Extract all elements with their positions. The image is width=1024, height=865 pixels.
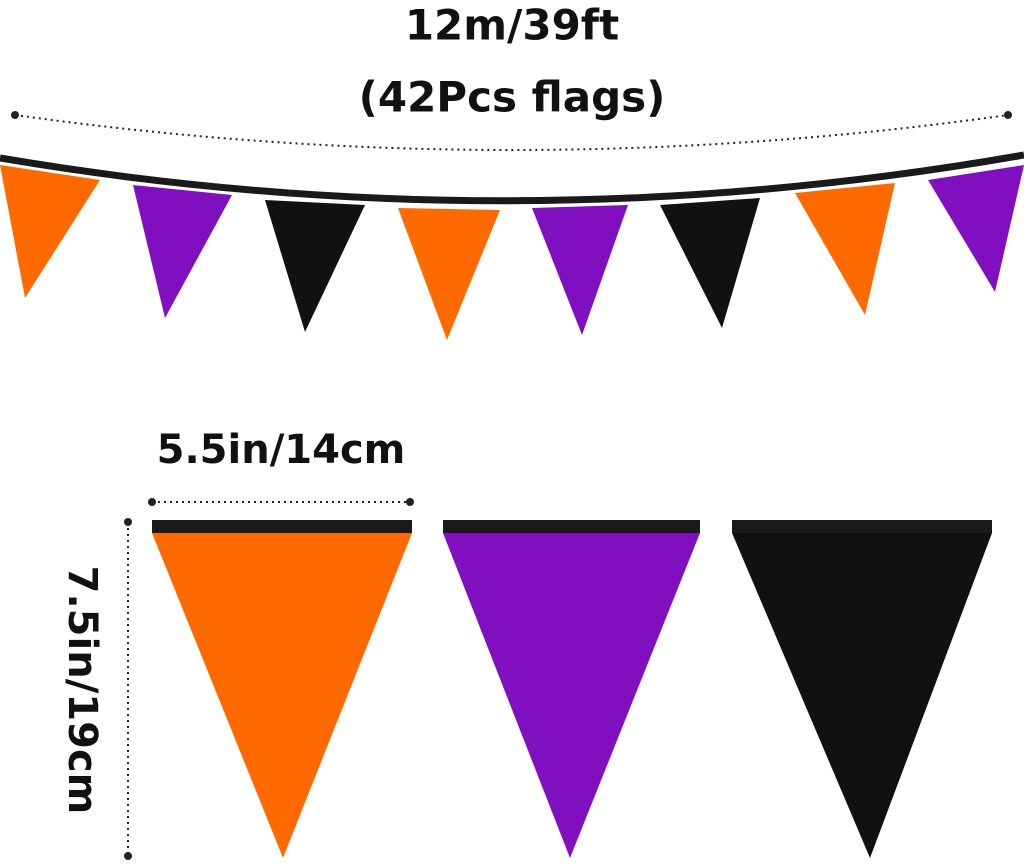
bunting-string <box>0 151 1024 205</box>
bunting-flags <box>0 165 1024 340</box>
length-label: 12m/39ft <box>405 1 619 50</box>
height-indicator <box>124 518 132 860</box>
flag-height: 7.5in/19cm <box>59 566 105 815</box>
width-indicator <box>148 498 414 506</box>
length-indicator <box>11 111 1012 151</box>
flag-width: 5.5in/14cm <box>157 427 406 473</box>
flag-count: (42Pcs flags) <box>359 73 666 122</box>
flag-samples <box>152 520 992 858</box>
